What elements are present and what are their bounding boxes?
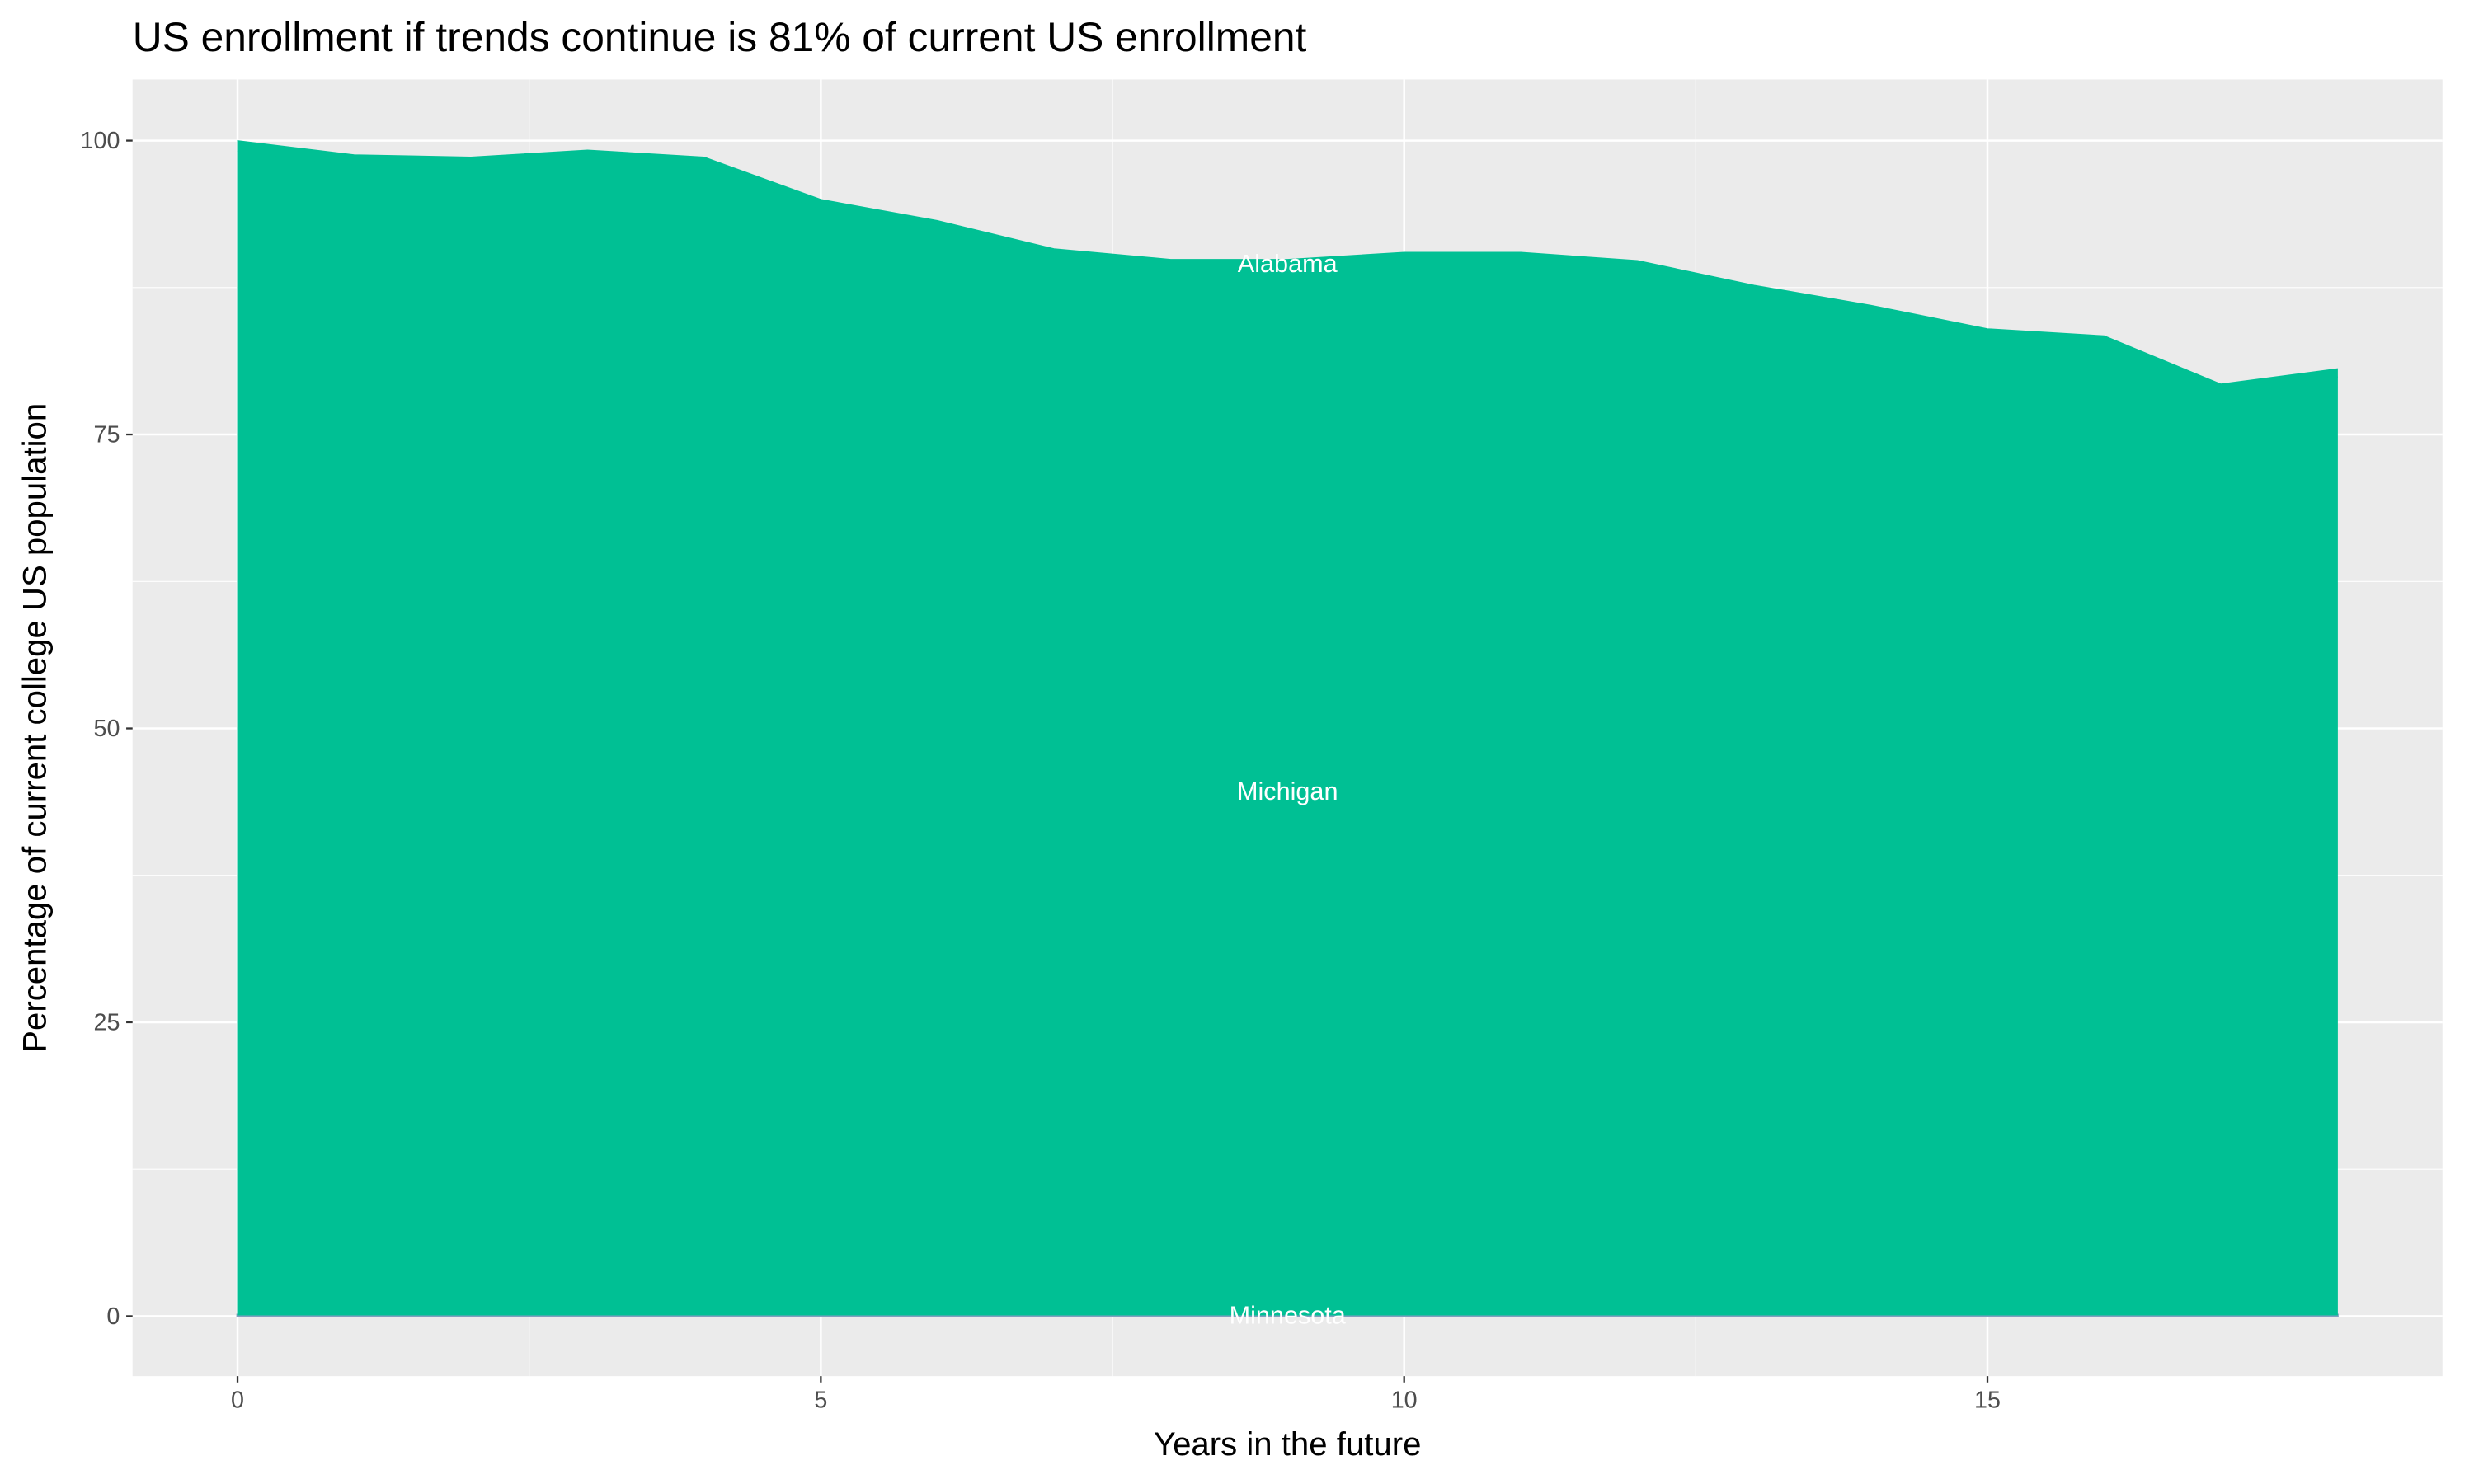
area-label: Alabama: [1238, 250, 1338, 278]
area-label: Michigan: [1237, 777, 1338, 805]
chart-title: US enrollment if trends continue is 81% …: [133, 14, 1307, 60]
x-tick-label: 15: [1974, 1387, 2001, 1413]
y-tick-label: 25: [93, 1010, 120, 1036]
y-tick-label: 50: [93, 716, 120, 742]
x-tick-label: 0: [231, 1387, 244, 1413]
area: [237, 140, 2338, 393]
area-label: Minnesota: [1230, 1301, 1347, 1329]
y-tick-label: 75: [93, 422, 120, 448]
x-tick-label: 10: [1391, 1387, 1418, 1413]
x-axis-title: Years in the future: [1154, 1425, 1421, 1463]
y-axis-title: Percentage of current college US populat…: [16, 403, 53, 1053]
x-tick-label: 5: [814, 1387, 827, 1413]
y-tick-label: 0: [106, 1303, 120, 1330]
y-tick-label: 100: [81, 128, 120, 154]
